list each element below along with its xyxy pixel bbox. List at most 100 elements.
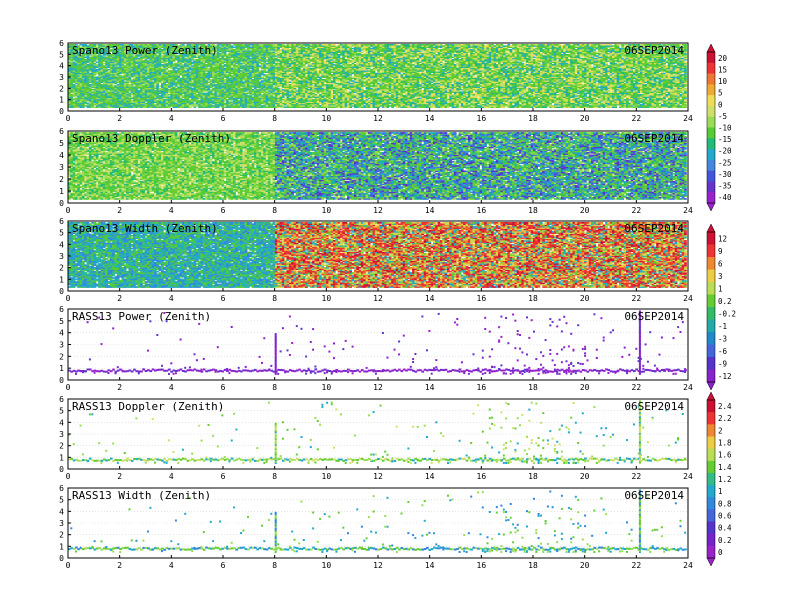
data-cell [242, 65, 245, 67]
data-cell [219, 44, 222, 46]
data-cell [266, 44, 269, 46]
data-cell [115, 85, 118, 87]
data-cell [224, 58, 227, 60]
data-cell [212, 88, 215, 90]
data-cell [84, 105, 87, 107]
data-cell [208, 84, 211, 86]
data-cell [210, 96, 213, 98]
data-cell [84, 96, 87, 98]
data-cell [231, 59, 234, 61]
data-cell [168, 96, 171, 98]
data-cell [75, 85, 78, 87]
data-cell [198, 100, 201, 102]
data-cell [252, 44, 255, 46]
data-cell [87, 64, 90, 66]
data-cell [108, 69, 111, 71]
data-cell [159, 95, 162, 97]
data-cell [240, 44, 243, 46]
data-cell [215, 84, 218, 86]
data-cell [189, 99, 192, 101]
data-cell [270, 44, 273, 46]
data-cell [212, 105, 215, 107]
data-cell [96, 69, 99, 71]
data-cell [249, 58, 252, 60]
data-cell [70, 94, 73, 96]
data-cell [266, 74, 269, 76]
data-cell [231, 45, 234, 47]
data-cell [154, 104, 157, 106]
data-cell [124, 81, 127, 83]
data-cell [266, 91, 269, 93]
data-cell [205, 64, 208, 66]
data-cell [129, 93, 132, 95]
data-cell [138, 90, 141, 92]
data-cell [175, 63, 178, 65]
data-cell [142, 60, 145, 62]
data-cell [277, 44, 280, 46]
data-cell [131, 100, 134, 102]
data-cell [103, 63, 106, 65]
data-cell [117, 84, 120, 86]
data-cell [268, 103, 271, 105]
data-cell [96, 76, 99, 78]
data-cell [161, 83, 164, 85]
data-cell [119, 75, 122, 77]
data-cell [261, 44, 264, 46]
data-cell [198, 67, 201, 69]
data-cell [273, 86, 276, 88]
data-cell [163, 99, 166, 101]
data-cell [273, 44, 276, 46]
data-cell [280, 88, 283, 90]
data-cell [91, 91, 94, 93]
data-cell [231, 67, 234, 69]
data-cell [261, 76, 264, 78]
data-cell [242, 44, 245, 46]
data-cell [280, 95, 283, 97]
data-cell [224, 106, 227, 108]
data-cell [266, 106, 269, 108]
data-cell [87, 103, 90, 105]
data-cell [96, 64, 99, 66]
data-cell [277, 59, 280, 61]
data-cell [252, 96, 255, 98]
data-cell [182, 95, 185, 97]
data-cell [166, 84, 169, 86]
data-cell [259, 81, 262, 83]
data-cell [191, 62, 194, 64]
data-cell [168, 94, 171, 96]
data-cell [94, 106, 97, 108]
data-cell [138, 58, 141, 60]
data-cell [182, 64, 185, 66]
data-cell [73, 84, 76, 86]
data-cell [203, 93, 206, 95]
data-cell [263, 74, 266, 76]
data-cell [212, 67, 215, 69]
data-cell [266, 67, 269, 69]
data-cell [261, 94, 264, 96]
data-cell [224, 103, 227, 105]
data-cell [194, 59, 197, 61]
data-cell [189, 106, 192, 108]
data-cell [177, 68, 180, 70]
data-cell [249, 44, 252, 46]
data-cell [256, 44, 259, 46]
data-cell [266, 63, 269, 65]
data-cell [277, 96, 280, 98]
data-cell [180, 78, 183, 80]
data-cell [221, 65, 224, 67]
data-cell [196, 94, 199, 96]
data-cell [133, 86, 136, 88]
data-cell [191, 88, 194, 90]
data-cell [231, 101, 234, 103]
data-cell [219, 58, 222, 60]
data-cell [101, 84, 104, 86]
data-cell [175, 103, 178, 105]
data-cell [263, 78, 266, 80]
data-cell [184, 70, 187, 72]
data-cell [131, 96, 134, 98]
data-cell [161, 64, 164, 66]
data-cell [221, 44, 224, 46]
data-cell [245, 44, 248, 46]
